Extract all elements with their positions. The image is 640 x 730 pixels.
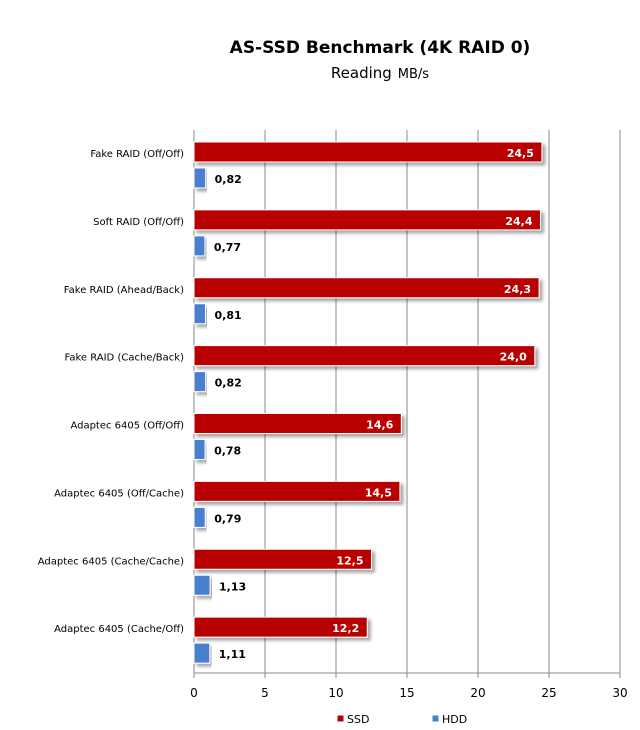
hdd-value-label: 1,13	[219, 580, 246, 593]
hdd-value-label: 0,82	[215, 173, 242, 186]
ssd-value-label: 24,4	[505, 215, 532, 228]
hdd-bar	[193, 303, 207, 325]
unit-label: MB/s	[397, 67, 430, 82]
category-label: Adaptec 6405 (Off/Cache)	[54, 488, 184, 499]
ssd-bar	[193, 345, 536, 367]
ssd-value-label: 14,5	[365, 486, 392, 499]
subtitle-text: Reading	[330, 64, 392, 82]
ssd-bar	[193, 413, 402, 434]
ssd-value-label: 24,3	[504, 283, 531, 296]
legend-label-ssd: SSD	[347, 713, 369, 726]
ssd-bar	[193, 548, 372, 570]
ssd-value-label: 12,2	[332, 622, 359, 635]
x-tick-label: 30	[612, 686, 627, 700]
ssd-bar	[193, 141, 543, 163]
ssd-value-label: 24,5	[507, 147, 534, 160]
hdd-bar	[193, 439, 206, 460]
x-tick-label: 10	[328, 686, 343, 700]
category-label: Adaptec 6405 (Cache/Cache)	[38, 556, 184, 567]
category-label: Adaptec 6405 (Cache/Off)	[54, 624, 184, 635]
x-tick-label: 5	[261, 686, 269, 700]
hdd-bar	[193, 574, 211, 596]
ssd-bar	[193, 277, 540, 299]
hdd-value-label: 1,11	[219, 648, 246, 661]
hdd-value-label: 0,78	[214, 445, 241, 458]
hdd-bar	[193, 506, 206, 528]
category-label: Fake RAID (Off/Off)	[90, 149, 184, 160]
hdd-value-label: 0,81	[215, 309, 242, 322]
hdd-bar	[193, 642, 211, 664]
hdd-value-label: 0,77	[214, 241, 241, 254]
category-label: Soft RAID (Off/Off)	[93, 217, 184, 228]
legend-swatch-ssd	[336, 714, 345, 723]
x-tick-label: 15	[399, 686, 414, 700]
hdd-value-label: 0,82	[215, 377, 242, 390]
category-label: Fake RAID (Ahead/Back)	[64, 285, 184, 296]
category-label: Fake RAID (Cache/Back)	[65, 353, 185, 364]
ssd-bar	[193, 616, 368, 638]
category-label: Adaptec 6405 (Off/Off)	[70, 421, 184, 432]
ssd-bar	[193, 209, 541, 231]
hdd-value-label: 0,79	[214, 512, 241, 525]
x-tick-label: 20	[470, 686, 485, 700]
ssd-value-label: 14,6	[366, 419, 393, 432]
x-tick-label: 25	[541, 686, 556, 700]
ssd-value-label: 24,0	[500, 351, 527, 364]
chart-title: AS-SSD Benchmark (4K RAID 0)	[229, 38, 531, 58]
chart-subtitle: Reading MB/s	[60, 64, 640, 82]
ssd-value-label: 12,5	[336, 554, 363, 567]
hdd-bar	[193, 371, 207, 393]
legend-label-hdd: HDD	[442, 713, 467, 726]
hdd-bar	[193, 167, 207, 189]
legend-swatch-hdd	[431, 714, 440, 723]
hdd-bar	[193, 235, 206, 257]
ssd-bar	[193, 480, 401, 502]
x-tick-label: 0	[190, 686, 198, 700]
